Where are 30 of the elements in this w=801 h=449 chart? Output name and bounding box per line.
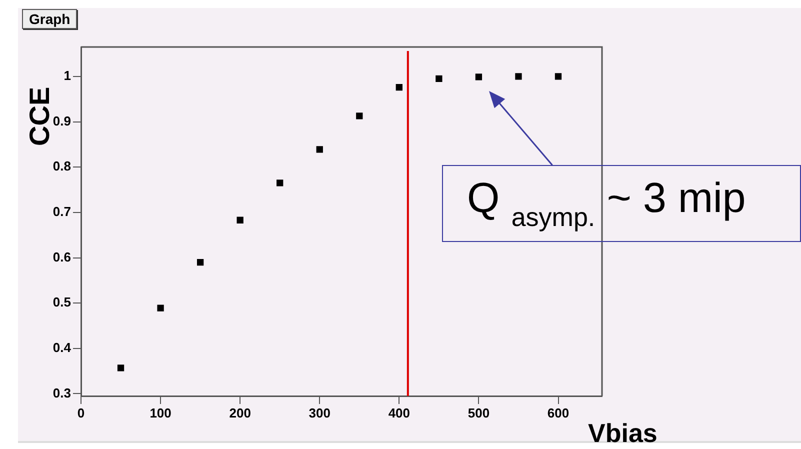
point — [396, 84, 402, 91]
point — [436, 75, 442, 82]
x-tick-label: 0 — [77, 405, 85, 420]
point — [117, 364, 124, 372]
x-tick-label: 200 — [229, 405, 251, 420]
chart-title: Graph — [22, 9, 78, 29]
point — [276, 180, 284, 186]
y-tick-label: 0.4 — [52, 340, 72, 355]
x-tick-label: 600 — [547, 405, 570, 420]
x-tick-label: 100 — [150, 405, 172, 420]
y-tick-label: 0.7 — [52, 204, 71, 220]
point — [515, 73, 522, 80]
y-tick-label: 0.6 — [52, 249, 71, 264]
x-axis-title: Vbias — [588, 418, 658, 449]
annotation: Q $_{asymp.}$ ~ 3 mip — [442, 165, 801, 242]
point — [196, 258, 204, 266]
y-tick-label: 0.8 — [52, 158, 71, 174]
point — [157, 304, 164, 312]
x-tick-label: 400 — [388, 405, 410, 420]
y-tick-label: 1 — [64, 68, 71, 84]
point — [554, 73, 562, 80]
point — [356, 112, 363, 120]
point — [316, 146, 323, 153]
point — [236, 216, 244, 224]
x-tick-label: 500 — [468, 405, 490, 420]
y-tick-label: 0.5 — [52, 294, 71, 310]
x-tick-label: 300 — [308, 405, 330, 420]
y-tick-label: 0.3 — [52, 385, 71, 400]
point — [475, 74, 482, 80]
y-tick-label: 0.9 — [52, 113, 71, 128]
